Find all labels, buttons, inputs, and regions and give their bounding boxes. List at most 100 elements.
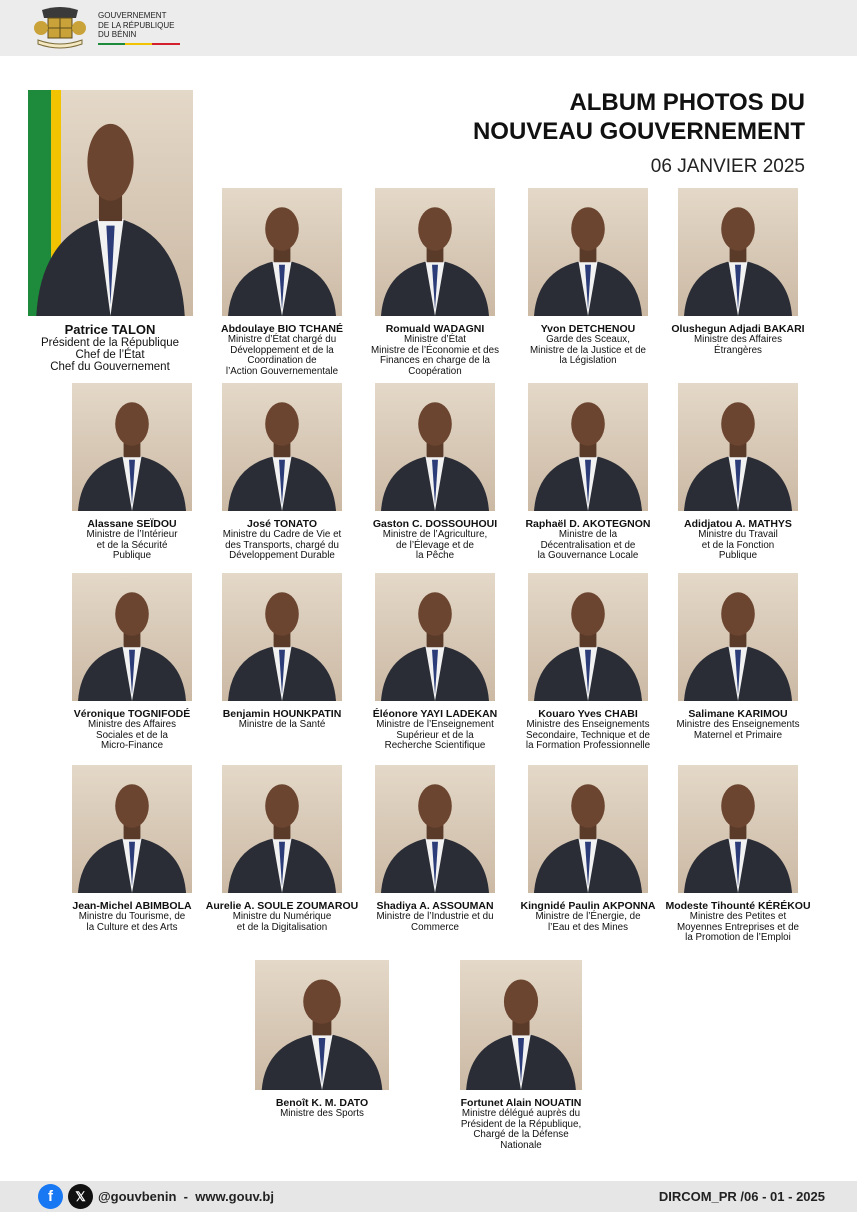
person-name: Abdoulaye BIO TCHANÉ — [221, 323, 343, 335]
person-role: l’Action Gouvernementale — [225, 365, 339, 377]
person-caption: Patrice TALON Président de la République C… — [25, 322, 195, 374]
person-role: Ministre de l’Agriculture, — [382, 529, 488, 540]
org-line: GOUVERNEMENT — [98, 11, 167, 20]
person-role: Chef de l’État — [75, 349, 145, 361]
person-role: et de la Fonction — [701, 539, 775, 551]
person-caption: Adidjatou A. MATHYS Ministre du Travail et… — [653, 518, 823, 562]
person-role: Ministre des Enseignements — [526, 719, 650, 730]
header: GOUVERNEMENT DE LA RÉPUBLIQUE DU BÉNIN — [0, 0, 857, 56]
portrait-photo — [528, 573, 648, 701]
person-role: la Formation Professionnelle — [525, 740, 651, 752]
person-caption: Jean-Michel ABIMBOLA Ministre du Tourisme… — [47, 900, 217, 933]
person-role: Moyennes Entreprises et de — [677, 921, 799, 933]
portrait-silhouette — [261, 979, 383, 1090]
person-role: Sociales et de la — [96, 729, 168, 741]
portrait-photo — [72, 573, 192, 701]
portrait-silhouette — [228, 592, 336, 701]
person-name: Adidjatou A. MATHYS — [684, 518, 792, 530]
person-role: Ministre des Petites et — [689, 911, 787, 922]
person-role: Nationale — [500, 1139, 542, 1151]
person-caption: Kingnidé Paulin AKPONNA Ministre de l’Éne… — [503, 900, 673, 933]
person-caption: Benoît K. M. DATO Ministre des Sports — [237, 1097, 407, 1120]
person-role: Ministre délégué auprès du — [461, 1108, 581, 1119]
person-name: Kouaro Yves CHABI — [538, 708, 638, 720]
person-name: Aurelie A. SOULE ZOUMAROU — [205, 900, 359, 912]
person-caption: Véronique TOGNIFODÉ Ministre des Affaires… — [47, 708, 217, 752]
person-name: Fortunet Alain NOUATIN — [460, 1097, 582, 1109]
person-role: Publique — [718, 550, 758, 562]
person-role: Développement et de la — [230, 344, 334, 356]
person-role: la Promotion de l’Emploi — [685, 932, 791, 944]
title-line: ALBUM PHOTOS DU — [569, 89, 805, 116]
person-role: Chargé de la Défense — [473, 1129, 569, 1141]
person-caption: Kouaro Yves CHABI Ministre des Enseigneme… — [503, 708, 673, 752]
person-role: la Gouvernance Locale — [537, 550, 639, 562]
person-role: Ministre des Affaires — [693, 334, 783, 345]
person-role: Développement Durable — [229, 550, 335, 562]
person-role: Ministre de la Justice et de — [530, 344, 646, 356]
person-caption: Romuald WADAGNI Ministre d’État Ministre d… — [350, 323, 520, 377]
person-role: Ministre du Numérique — [232, 911, 332, 922]
org-line: DU BÉNIN — [98, 30, 137, 39]
portrait-silhouette — [381, 207, 489, 316]
person-role: Ministre d’État chargé du — [227, 334, 337, 345]
portrait-photo — [678, 383, 798, 511]
portrait-photo — [528, 383, 648, 511]
person-role: Décentralisation et de — [540, 539, 636, 551]
x-icon[interactable]: 𝕏 — [68, 1184, 93, 1209]
person-caption: Gaston C. DOSSOUHOUI Ministre de l’Agricu… — [350, 518, 520, 562]
portrait-silhouette — [684, 207, 792, 316]
person-name: José TONATO — [246, 518, 318, 530]
album-title: ALBUM PHOTOS DU NOUVEAU GOUVERNEMENT — [473, 88, 805, 146]
person-role: Maternel et Primaire — [693, 729, 783, 741]
portrait-photo — [528, 188, 648, 316]
person-role: Garde des Sceaux, — [546, 334, 630, 345]
portrait-silhouette — [684, 402, 792, 511]
portrait-photo — [678, 765, 798, 893]
person-role: la Culture et des Arts — [86, 921, 178, 933]
title-line: NOUVEAU GOUVERNEMENT — [472, 118, 805, 145]
person-role: Ministre des Enseignements — [676, 719, 800, 730]
portrait-silhouette — [466, 979, 576, 1090]
portrait-photo — [72, 765, 192, 893]
person-role: Ministre de l’Industrie et du — [376, 911, 494, 922]
portrait-photo — [28, 90, 193, 316]
person-role: Président de la République — [40, 337, 180, 349]
person-caption: Alassane SEÏDOU Ministre de l’Intérieur et… — [47, 518, 217, 562]
portrait-silhouette — [534, 784, 642, 893]
person-role: Président de la République, — [460, 1118, 582, 1130]
portrait-photo — [528, 765, 648, 893]
portrait-photo — [72, 383, 192, 511]
separator: - — [183, 1189, 188, 1204]
person-name: Raphaël D. AKOTEGNON — [525, 518, 651, 530]
person-caption: Abdoulaye BIO TCHANÉ Ministre d’État char… — [197, 323, 367, 377]
portrait-silhouette — [78, 402, 186, 511]
reference: DIRCOM_PR /06 - 01 - 2025 — [658, 1189, 825, 1204]
person-role: et de la Sécurité — [96, 539, 168, 551]
person-name: Salimane KARIMOU — [688, 708, 788, 720]
website[interactable]: www.gouv.bj — [195, 1189, 274, 1204]
person-name: Olushegun Adjadi BAKARI — [671, 323, 805, 335]
person-role: la Législation — [559, 355, 617, 367]
handle[interactable]: @gouvbenin — [98, 1189, 177, 1204]
person-caption: Yvon DETCHENOU Garde des Sceaux, Ministre … — [503, 323, 673, 367]
person-role: l’Eau et des Mines — [547, 921, 629, 933]
flag-stripe — [98, 43, 180, 45]
portrait-silhouette — [228, 402, 336, 511]
portrait-silhouette — [78, 784, 186, 893]
facebook-icon[interactable]: f — [38, 1184, 63, 1209]
portrait-silhouette — [684, 784, 792, 893]
person-role: de l’Élevage et de — [396, 539, 474, 551]
portrait-photo — [460, 960, 582, 1090]
person-name: Modeste Tihounté KÉRÉKOU — [665, 900, 811, 912]
person-name: Éléonore YAYI LADEKAN — [372, 708, 498, 720]
person-role: Commerce — [411, 921, 459, 933]
portrait-silhouette — [381, 592, 489, 701]
person-role: Chef du Gouvernement — [50, 361, 170, 373]
coat-of-arms — [34, 7, 86, 49]
person-role: Ministre de l’Intérieur — [86, 529, 178, 540]
portrait-silhouette — [228, 784, 336, 893]
person-name: Patrice TALON — [64, 322, 156, 337]
org-line: DE LA RÉPUBLIQUE — [98, 20, 175, 30]
